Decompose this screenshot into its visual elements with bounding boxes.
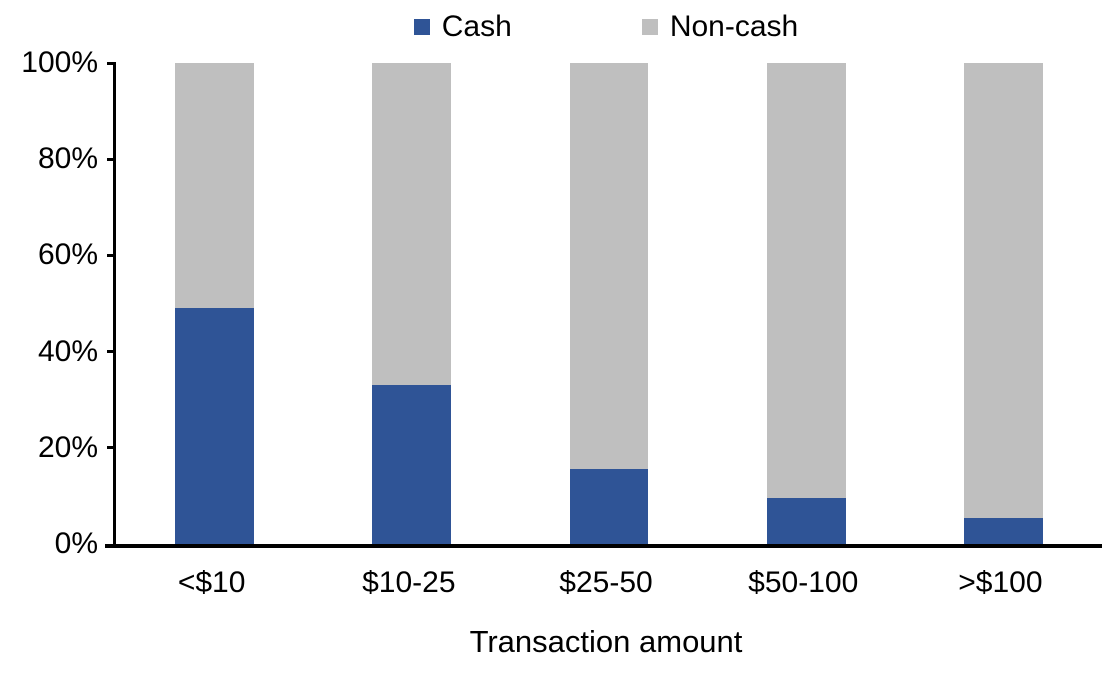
y-tick-label: 40% (37, 334, 98, 368)
y-tick-label: 20% (37, 430, 98, 464)
bar-group (313, 63, 510, 544)
stacked-bar[interactable] (569, 63, 649, 544)
stacked-bar[interactable] (175, 63, 255, 544)
cash-segment[interactable] (963, 517, 1043, 544)
noncash-segment[interactable] (569, 63, 649, 470)
noncash-segment[interactable] (175, 63, 255, 309)
y-tick-mark (107, 61, 116, 65)
cash-segment[interactable] (372, 385, 452, 544)
y-tick-label: 60% (37, 238, 98, 272)
legend-item-noncash[interactable]: Non-cash (641, 10, 799, 44)
noncash-segment[interactable] (766, 63, 846, 499)
cash-segment[interactable] (175, 308, 255, 544)
noncash-swatch-icon (641, 19, 658, 35)
x-tick-label: $50-100 (748, 566, 859, 599)
noncash-segment[interactable] (963, 63, 1043, 518)
cash-swatch-icon (413, 19, 430, 35)
x-axis-line (105, 544, 1102, 548)
bar-group (116, 63, 313, 544)
y-tick-label: 0% (54, 527, 98, 560)
legend-label-noncash: Non-cash (669, 10, 799, 43)
y-tick-mark (107, 253, 116, 257)
x-axis-title: Transaction amount (469, 624, 743, 659)
x-tick-label: <$10 (177, 566, 246, 599)
y-tick-label: 80% (37, 142, 98, 176)
y-tick-mark (107, 350, 116, 354)
bar-group (510, 63, 707, 544)
stacked-bar[interactable] (963, 63, 1043, 544)
cash-segment[interactable] (569, 469, 649, 544)
bar-groups (116, 63, 1102, 544)
cash-segment[interactable] (766, 498, 846, 544)
y-tick-mark (107, 157, 116, 161)
y-tick-mark (107, 446, 116, 450)
x-tick-label: $10-25 (362, 566, 456, 599)
x-tick-label: $25-50 (559, 566, 653, 599)
legend-label-cash: Cash (441, 10, 512, 43)
y-tick-label: 100% (21, 46, 98, 79)
noncash-segment[interactable] (372, 63, 452, 386)
legend-item-cash[interactable]: Cash (413, 10, 512, 44)
x-axis-labels: <$10 $10-25 $25-50 $50-100 >$100 (113, 566, 1099, 600)
plot-area: 0% 20% 40% 60% 80% 100% (21, 48, 1102, 559)
bar-group (905, 63, 1102, 544)
stacked-bar[interactable] (766, 63, 846, 544)
legend: Cash Non-cash (113, 10, 1099, 44)
bar-group (708, 63, 905, 544)
stacked-bar[interactable] (372, 63, 452, 544)
x-tick-label: >$100 (958, 566, 1043, 599)
